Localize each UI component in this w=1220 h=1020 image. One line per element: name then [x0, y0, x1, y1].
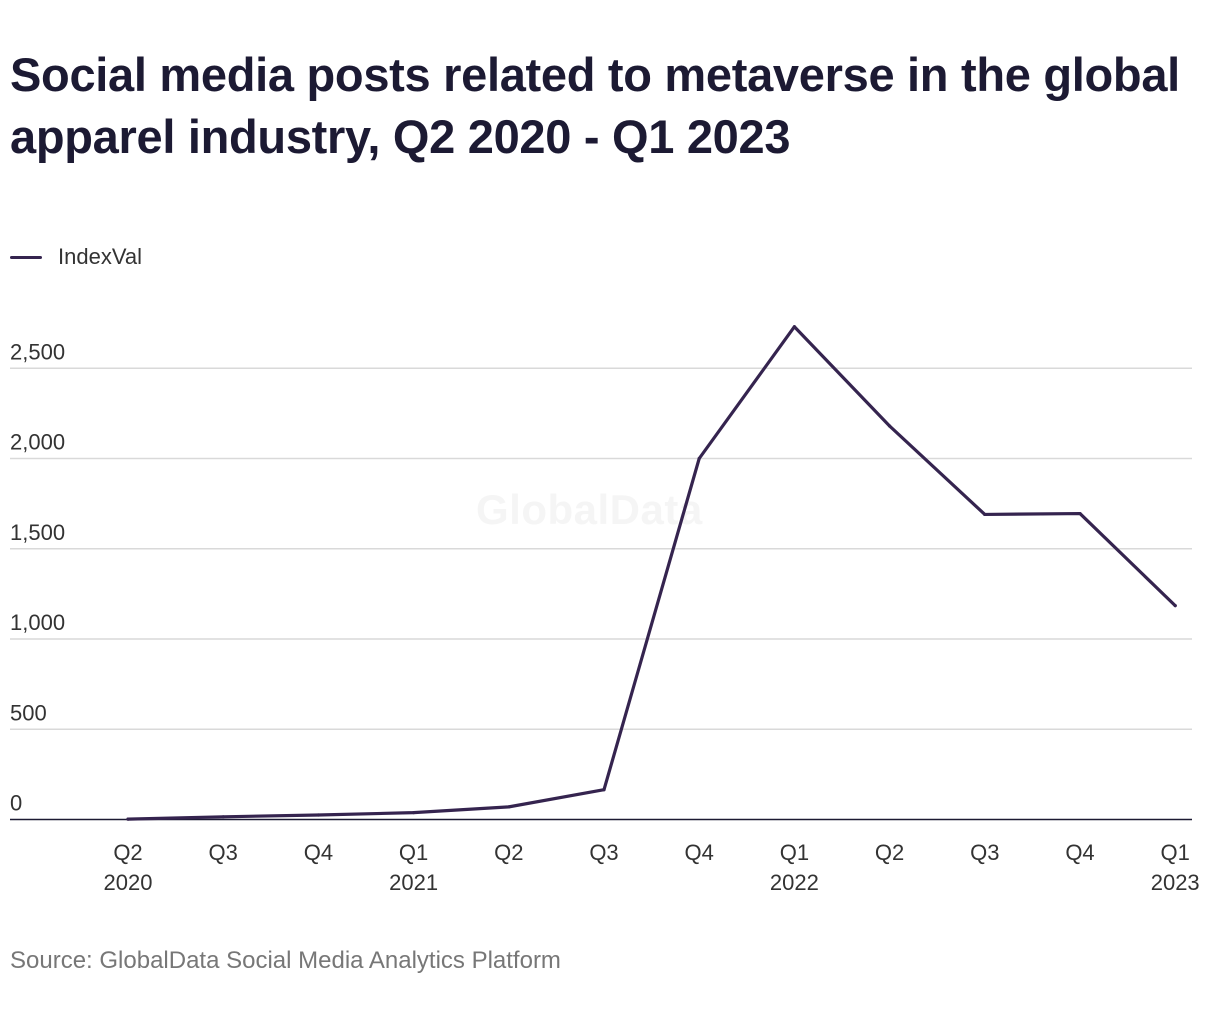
- source-note: Source: GlobalData Social Media Analytic…: [10, 947, 561, 974]
- x-tick-label: Q4: [685, 840, 714, 865]
- y-tick-label: 2,500: [10, 339, 65, 364]
- legend-swatch: [10, 255, 42, 259]
- x-tick-label: Q1: [399, 840, 428, 865]
- watermark: GlobalData: [476, 486, 703, 533]
- y-tick-label: 500: [10, 700, 47, 725]
- data-point: [983, 512, 987, 517]
- data-point: [316, 813, 320, 817]
- x-tick-label: Q2: [113, 840, 142, 865]
- data-point: [507, 805, 511, 809]
- x-axis-ticks: Q2 2020 Q3 Q4 Q1 2021 Q2 Q3 Q4 Q1 2022 Q2 Q3 Q4 Q1 2023: [104, 840, 1200, 895]
- y-tick-label: 1,000: [10, 610, 65, 635]
- y-tick-label: 0: [10, 791, 22, 816]
- x-tick-label: Q1: [1161, 840, 1190, 865]
- gridlines: [10, 367, 1192, 730]
- data-point: [1173, 604, 1177, 608]
- x-tick-year-label: 2020: [104, 870, 153, 895]
- series-group: [126, 325, 1177, 821]
- x-tick-label: Q3: [209, 840, 238, 865]
- data-point: [221, 815, 225, 819]
- x-tick-label: Q4: [304, 840, 333, 865]
- x-tick-label: Q1: [780, 840, 809, 865]
- data-point: [602, 788, 606, 792]
- data-point: [888, 424, 892, 428]
- x-tick-label: Q4: [1065, 840, 1094, 865]
- x-tick-year-label: 2022: [770, 870, 819, 895]
- x-tick-label: Q3: [970, 840, 999, 865]
- y-tick-label: 2,000: [10, 430, 65, 455]
- data-point: [1078, 511, 1082, 516]
- x-tick-label: Q2: [494, 840, 523, 865]
- chart-title: Social media posts related to metaverse …: [10, 48, 1180, 163]
- legend-label: IndexVal: [58, 244, 142, 269]
- data-point: [126, 817, 130, 821]
- y-tick-label: 1,500: [10, 520, 65, 545]
- data-point: [412, 811, 416, 815]
- x-tick-year-label: 2023: [1151, 870, 1200, 895]
- series-line: [126, 325, 1177, 821]
- legend: IndexVal: [10, 242, 142, 272]
- x-tick-year-label: 2021: [389, 870, 438, 895]
- x-tick-label: Q2: [875, 840, 904, 865]
- data-point: [697, 456, 701, 461]
- y-axis-ticks: 0 500 1,000 1,500 2,000 2,500: [10, 339, 65, 815]
- x-tick-label: Q3: [589, 840, 618, 865]
- data-point: [792, 325, 797, 329]
